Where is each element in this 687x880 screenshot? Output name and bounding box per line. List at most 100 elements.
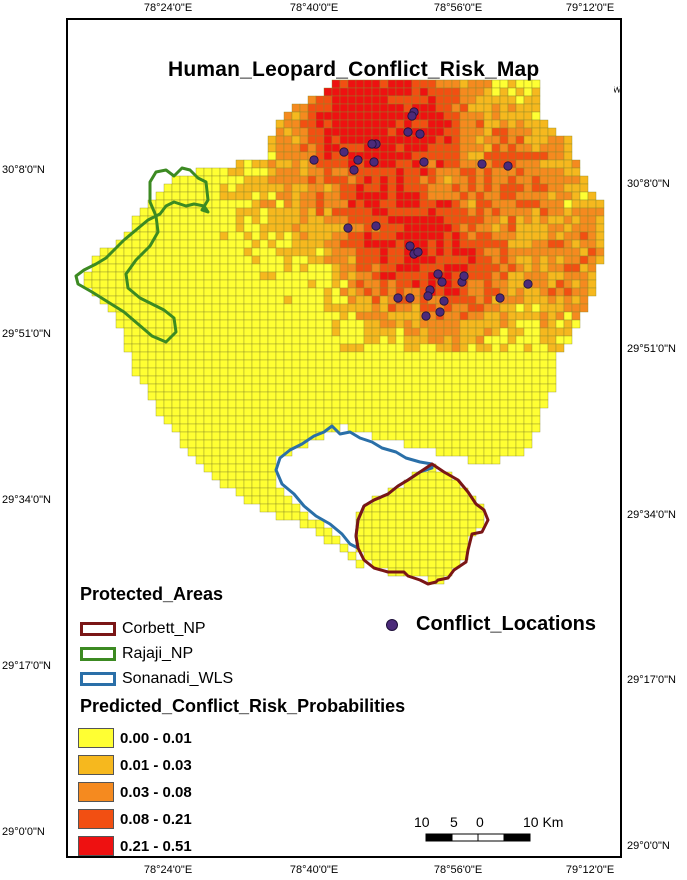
risk-cell (163, 279, 173, 289)
risk-cell (299, 375, 309, 385)
risk-cell (483, 167, 493, 177)
risk-cell (387, 191, 397, 201)
risk-cell (387, 319, 397, 329)
risk-cell (307, 327, 317, 337)
risk-cell (331, 335, 341, 345)
risk-cell (403, 175, 413, 185)
risk-cell (331, 199, 341, 209)
conflict-point (423, 291, 433, 301)
risk-cell (331, 175, 341, 185)
risk-cell (403, 511, 413, 521)
risk-cell (483, 175, 493, 185)
risk-cell (251, 303, 261, 313)
risk-cell (459, 535, 469, 545)
risk-cell (171, 263, 181, 273)
risk-cell (579, 287, 589, 297)
risk-cell (379, 543, 389, 553)
risk-swatch-4 (78, 809, 114, 829)
risk-cell (523, 167, 533, 177)
risk-cell (435, 207, 445, 217)
risk-cell (547, 127, 557, 137)
risk-cell (579, 279, 589, 289)
risk-cell (395, 527, 405, 537)
risk-cell (331, 191, 341, 201)
risk-cell (299, 151, 309, 161)
risk-cell (267, 359, 277, 369)
risk-cell (427, 127, 437, 137)
conflict-point (405, 241, 415, 251)
risk-cell (499, 119, 509, 129)
risk-cell (451, 415, 461, 425)
risk-cell (339, 119, 349, 129)
risk-cell (315, 407, 325, 417)
risk-cell (475, 439, 485, 449)
risk-cell (315, 375, 325, 385)
risk-cell (115, 247, 125, 257)
risk-cell (467, 383, 477, 393)
risk-cell (283, 287, 293, 297)
risk-cell (307, 367, 317, 377)
risk-cell (435, 199, 445, 209)
risk-cell (435, 223, 445, 233)
risk-cell (299, 383, 309, 393)
risk-cell (267, 487, 277, 497)
risk-cell (395, 231, 405, 241)
risk-cell (195, 327, 205, 337)
risk-cell (523, 143, 533, 153)
risk-cell (579, 239, 589, 249)
risk-cell (267, 455, 277, 465)
risk-cell (211, 335, 221, 345)
risk-cell (539, 151, 549, 161)
risk-cell (163, 367, 173, 377)
risk-cell (403, 495, 413, 505)
risk-cell (387, 375, 397, 385)
risk-cell (203, 255, 213, 265)
conflict-point (419, 157, 429, 167)
risk-cell (259, 231, 269, 241)
risk-cell (275, 295, 285, 305)
risk-cell (211, 311, 221, 321)
risk-cell (331, 231, 341, 241)
risk-cell (291, 407, 301, 417)
risk-cell (515, 215, 525, 225)
risk-cell (331, 151, 341, 161)
risk-cell (387, 367, 397, 377)
risk-cell (211, 447, 221, 457)
risk-cell (371, 351, 381, 361)
risk-cell (531, 303, 541, 313)
risk-cell (427, 551, 437, 561)
risk-cell (235, 335, 245, 345)
risk-cell (259, 159, 269, 169)
risk-cell (331, 287, 341, 297)
risk-cell (459, 111, 469, 121)
risk-cell (315, 255, 325, 265)
risk-cell (419, 143, 429, 153)
risk-cell (443, 359, 453, 369)
risk-cell (475, 135, 485, 145)
risk-cell (523, 335, 533, 345)
risk-cell (227, 279, 237, 289)
protected-areas-heading: Protected_Areas (80, 584, 224, 604)
risk-cell (331, 407, 341, 417)
risk-cell (507, 255, 517, 265)
risk-cell (403, 135, 413, 145)
risk-cell (403, 375, 413, 385)
risk-cell (259, 247, 269, 257)
risk-cell (443, 167, 453, 177)
risk-cell (371, 239, 381, 249)
risk-cell (395, 559, 405, 569)
risk-cell (403, 191, 413, 201)
risk-cell (387, 167, 397, 177)
risk-cell (491, 375, 501, 385)
risk-cell (235, 431, 245, 441)
risk-cell (243, 207, 253, 217)
risk-cell (379, 383, 389, 393)
risk-cell (91, 271, 101, 281)
risk-cell (523, 175, 533, 185)
risk-cell (299, 231, 309, 241)
risk-cell (435, 143, 445, 153)
risk-cell (203, 295, 213, 305)
risk-cell (211, 199, 221, 209)
risk-cell (355, 351, 365, 361)
risk-cell (267, 199, 277, 209)
